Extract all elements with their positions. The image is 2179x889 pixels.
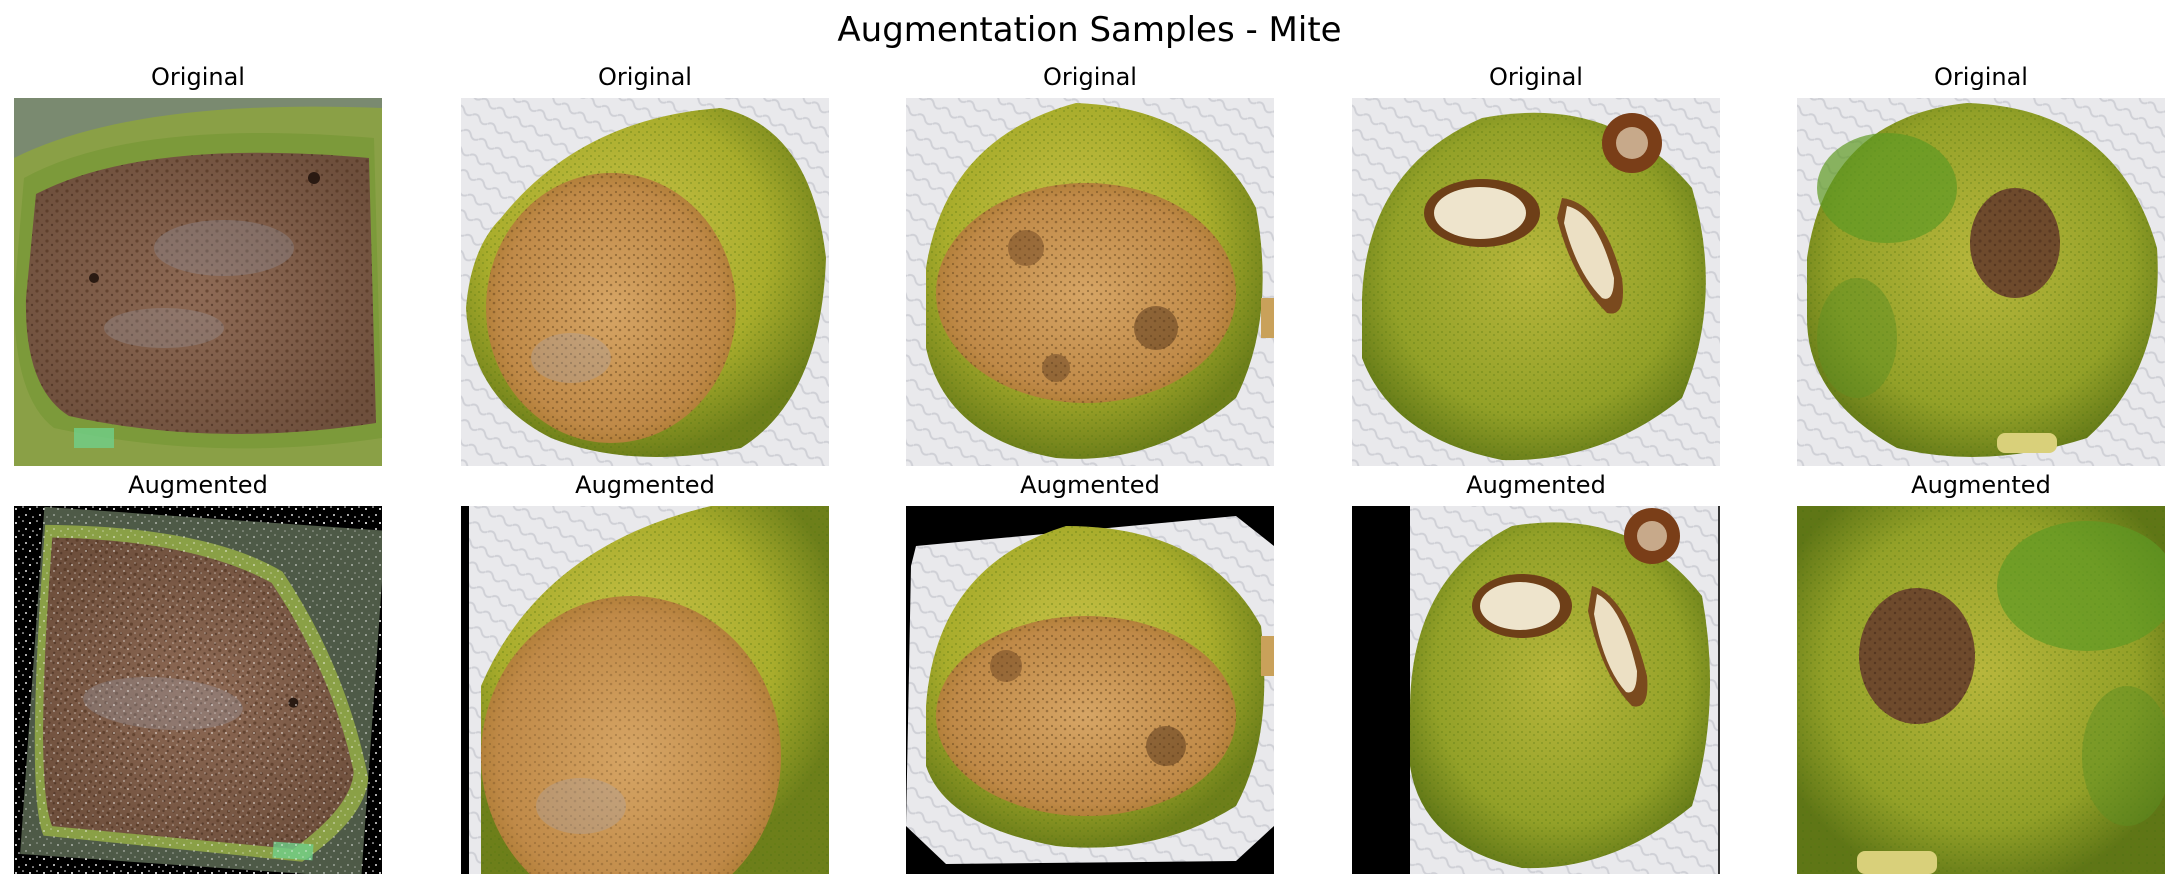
image-augmented-3 (906, 506, 1274, 874)
panel-title-augmented-3: Augmented (1020, 471, 1160, 499)
panel-title-augmented-2: Augmented (575, 471, 715, 499)
image-augmented-2 (461, 506, 829, 874)
panel-title-original-3: Original (1043, 63, 1137, 91)
panel-title-augmented-5: Augmented (1911, 471, 2051, 499)
figure-title: Augmentation Samples - Mite (837, 10, 1342, 50)
image-original-3 (906, 98, 1274, 466)
image-augmented-5 (1797, 506, 2165, 874)
image-original-1 (14, 98, 382, 466)
image-augmented-4 (1352, 506, 1720, 874)
panel-title-original-1: Original (151, 63, 245, 91)
panel-title-augmented-1: Augmented (128, 471, 268, 499)
image-original-4 (1352, 98, 1720, 466)
panel-title-original-4: Original (1489, 63, 1583, 91)
panel-title-augmented-4: Augmented (1466, 471, 1606, 499)
image-original-5 (1797, 98, 2165, 466)
panel-title-original-5: Original (1934, 63, 2028, 91)
image-original-2 (461, 98, 829, 466)
image-augmented-1 (14, 506, 382, 874)
panel-title-original-2: Original (598, 63, 692, 91)
